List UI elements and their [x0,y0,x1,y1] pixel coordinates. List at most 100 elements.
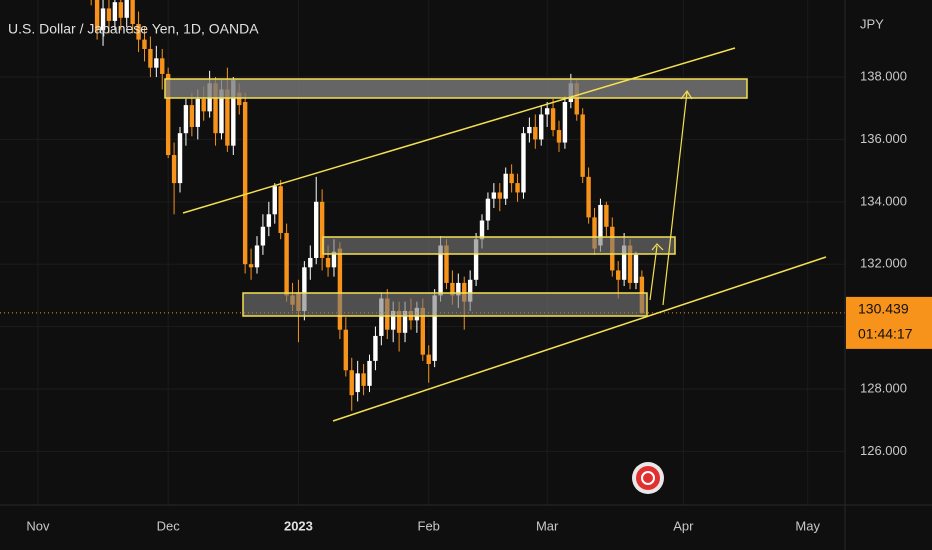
candle-body [456,282,461,296]
candle-body [278,186,283,234]
candle-body [627,245,633,283]
candle-body [331,251,337,268]
event-icon-ring [641,471,655,485]
candle-body [485,198,491,221]
candle-body [556,130,562,143]
candle-body [509,173,514,184]
resistance-zone [164,78,748,99]
candle-body [550,108,556,131]
candle-body [402,310,408,333]
arrow-head [680,89,693,100]
drawings [164,47,827,494]
candle-body [94,0,100,31]
candle-body [473,239,479,280]
upper-channel [182,47,736,214]
currency: JPY [860,16,884,31]
candle-body [130,0,135,25]
candle-body [219,89,224,134]
candle-body [237,92,242,106]
y-tick-label: 136.000 [860,131,907,146]
candle-body [272,186,277,215]
candle-body [633,254,639,283]
x-tick-label: Dec [157,518,181,533]
event-icon-inner [636,466,660,490]
candle-body [396,310,402,333]
candle-body [124,0,129,18]
candle-body [142,39,147,49]
candle-body [491,192,497,199]
x-tick-label: Nov [26,518,50,533]
candle-body [533,126,538,140]
candle-body [432,295,437,361]
candle-body [302,267,307,311]
candle-body [189,105,195,127]
candle-body [266,214,272,227]
candle-body [254,245,260,268]
candle-body [314,201,319,258]
candle-body [284,233,289,296]
x-tick-label: 2023 [284,518,313,533]
candle-body [106,8,112,21]
candle-body [390,310,396,330]
candle-body [515,183,520,193]
candle-body [260,226,266,246]
candle-body [349,370,354,396]
candle-body [379,298,384,336]
middle-zone [322,236,676,255]
candle-body [586,176,591,218]
candle-body [242,101,248,265]
candle-body [177,133,183,184]
candle-body [497,192,502,199]
countdown: 01:44:17 [858,326,913,342]
candle-body [438,245,443,296]
candle-body [544,108,550,115]
lower-channel [332,256,827,422]
candle-body [562,101,568,143]
candle-body [420,307,425,355]
candle-body [621,245,627,280]
candle-body [225,89,230,146]
candle-body [479,220,485,240]
candle-body [444,245,449,283]
candle-body [195,98,200,127]
candle-body [319,201,325,258]
candle-body [160,58,165,74]
candle-body [450,282,455,296]
candle-body [165,73,171,156]
candle-body [248,264,254,268]
candle-body [604,204,609,227]
candle-body [337,248,343,330]
x-tick-label: Mar [536,518,559,533]
x-tick-label: Apr [673,518,694,533]
candle-body [201,98,206,112]
candle-body [136,24,141,40]
support-zone [242,292,648,317]
candle-body [467,279,473,302]
y-tick-label: 138.000 [860,68,907,83]
x-tick-label: Feb [418,518,440,533]
candle-body [527,126,532,134]
y-tick-label: 134.000 [860,193,907,208]
chart-title: U.S. Dollar / Japanese Yen, 1D, OANDA [8,21,259,37]
candle-body [598,204,603,246]
candle-body [426,354,431,365]
candle-body [325,257,331,268]
y-tick-label: 126.000 [860,443,907,458]
candle-body [503,173,508,199]
candle-body [373,335,378,361]
candle-body [616,270,621,280]
y-tick-label: 128.000 [860,380,907,395]
axes: 126.000128.000130.000132.000134.000136.0… [26,68,932,533]
candle-body [171,155,177,184]
arrow [662,91,688,306]
candle-body [112,2,118,21]
candle-body [592,217,597,249]
candle-body [367,360,372,386]
last-price-label: 130.439 [858,301,909,317]
x-tick-label: May [795,518,820,533]
candle-body [355,373,360,393]
candle-body [308,257,313,268]
candle-body [231,80,236,146]
candle-body [539,114,544,140]
